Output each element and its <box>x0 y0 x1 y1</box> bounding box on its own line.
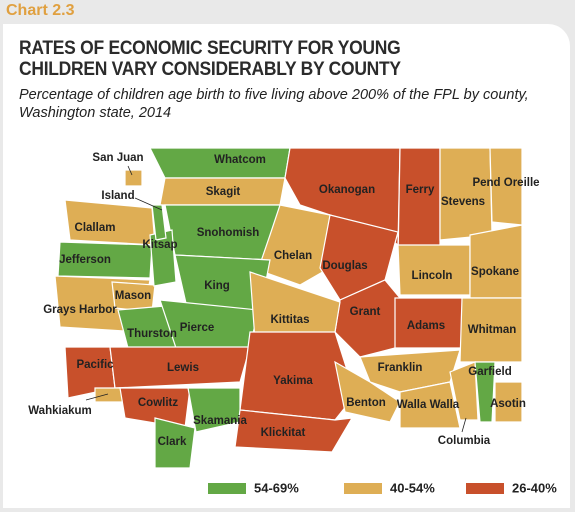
county-label: Columbia <box>438 435 491 447</box>
county-label: Franklin <box>378 362 423 374</box>
county <box>234 409 354 453</box>
legend-label: 54-69% <box>254 480 299 495</box>
legend-label: 40-54% <box>390 480 435 495</box>
county-label: Asotin <box>490 398 526 410</box>
county-label: Ferry <box>406 184 435 196</box>
county <box>399 381 461 429</box>
county <box>154 417 196 469</box>
county-label: Benton <box>346 397 386 409</box>
county-label: Lincoln <box>412 270 453 282</box>
county-label: San Juan <box>92 152 143 164</box>
county-label: Adams <box>407 320 445 332</box>
county <box>459 297 523 363</box>
county-label: Island <box>101 190 134 202</box>
legend-swatch <box>344 483 382 494</box>
county-label: Clallam <box>75 222 116 234</box>
county-label: Thurston <box>127 328 177 340</box>
county-label: Pend Oreille <box>472 177 539 189</box>
subtitle: Percentage of children age birth to five… <box>19 87 529 121</box>
county-label: Yakima <box>273 375 313 387</box>
title: RATES OF ECONOMIC SECURITY FOR YOUNG CHI… <box>19 38 401 80</box>
county <box>474 361 496 423</box>
county-label: Skamania <box>193 415 247 427</box>
leader-line <box>461 417 467 433</box>
county-label: King <box>204 280 230 292</box>
county <box>334 360 401 423</box>
county <box>124 169 143 187</box>
county <box>449 361 479 421</box>
legend-swatch <box>208 483 246 494</box>
county-label: Kittitas <box>271 314 310 326</box>
county <box>109 346 251 389</box>
county-label: Clark <box>158 436 187 448</box>
county-label: Chelan <box>274 250 312 262</box>
county <box>494 381 523 423</box>
county-label: Wahkiakum <box>28 405 91 417</box>
county-label: Cowlitz <box>138 397 178 409</box>
county <box>439 147 493 241</box>
county-label: Garfield <box>468 366 511 378</box>
county-label: Grant <box>350 306 381 318</box>
county-label: Lewis <box>167 362 199 374</box>
leader-line <box>134 197 163 211</box>
chart-label: Chart 2.3 <box>6 2 75 19</box>
county-label: Grays Harbor <box>43 304 117 316</box>
leader-line <box>127 165 133 176</box>
county-label: Douglas <box>322 260 367 272</box>
county-label: Pacific <box>76 359 114 371</box>
county-label: Spokane <box>471 266 519 278</box>
county-label: Snohomish <box>197 227 260 239</box>
leader-line <box>85 393 109 401</box>
legend-swatch <box>466 483 504 494</box>
leader-lines <box>85 165 467 433</box>
county-label: Kitsap <box>142 239 177 251</box>
county-label: Whitman <box>468 324 517 336</box>
county-label: Pierce <box>180 322 215 334</box>
county <box>151 204 167 241</box>
county-label: Okanogan <box>319 184 375 196</box>
county-label: Stevens <box>441 196 485 208</box>
county <box>469 224 523 299</box>
county-label: Mason <box>115 290 151 302</box>
county-label: Klickitat <box>261 427 306 439</box>
county-label: Skagit <box>206 186 241 198</box>
county-label: Jefferson <box>59 254 111 266</box>
county <box>57 241 153 279</box>
county-label: Whatcom <box>214 154 266 166</box>
legend-label: 26-40% <box>512 480 557 495</box>
county-label: Walla Walla <box>397 399 460 411</box>
